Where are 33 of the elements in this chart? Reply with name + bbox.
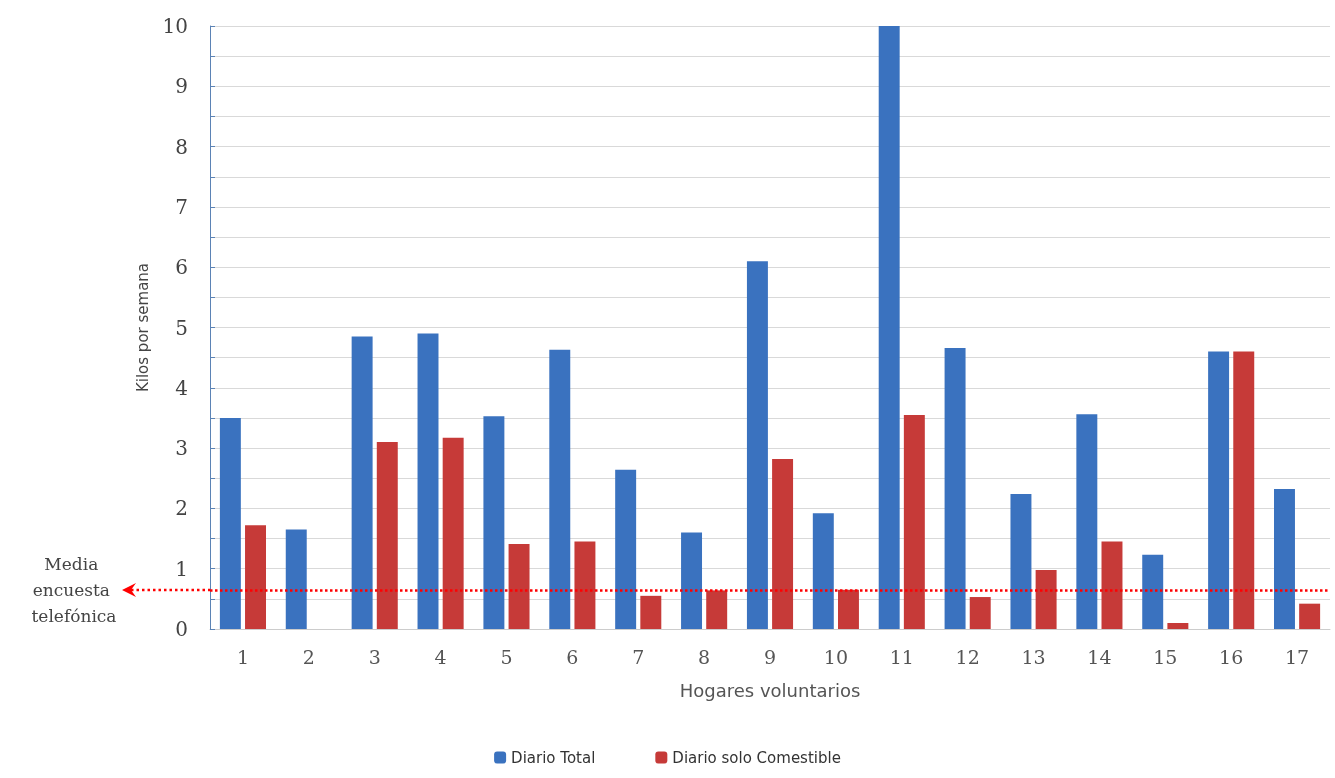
x-tick-label: 17 (1284, 645, 1310, 668)
y-tick-label: 6 (175, 255, 188, 280)
x-tick-label: 14 (1087, 645, 1112, 668)
x-tick-label: 15 (1153, 645, 1178, 668)
y-tick-label: 7 (175, 194, 188, 219)
y-tick-label: 1 (175, 556, 188, 581)
y-tick-label: 2 (175, 496, 188, 521)
x-tick-label: 6 (566, 645, 579, 668)
y-tick-label: 10 (162, 14, 188, 38)
y-axis-title: Kilos por semana (133, 262, 152, 393)
y-tick-label: 8 (175, 134, 188, 159)
y-tick-label: 4 (175, 375, 188, 400)
legend-label: Diario solo Comestible (672, 748, 841, 767)
y-tick-label: 5 (175, 315, 188, 340)
y-tick-label: 0 (175, 617, 188, 641)
x-tick-label: 16 (1219, 645, 1244, 668)
x-tick-label: 13 (1021, 645, 1046, 668)
x-tick-label: 9 (763, 645, 777, 668)
x-tick-label: 2 (302, 645, 315, 668)
x-tick-label: 12 (955, 645, 980, 668)
x-tick-label: 8 (698, 645, 711, 668)
x-tick-label: 5 (500, 645, 513, 668)
x-axis-title: Hogares voluntarios (679, 679, 861, 701)
x-tick-label: 11 (889, 645, 914, 668)
ref-line-label: Media encuesta telefónica (31, 554, 117, 627)
legend-label: Diario Total (511, 748, 596, 767)
y-tick-label: 3 (175, 436, 188, 461)
x-tick-label: 3 (368, 645, 381, 668)
x-tick-label: 4 (434, 645, 447, 668)
x-tick-label: 10 (823, 645, 848, 668)
x-tick-label: 1 (236, 645, 249, 668)
y-tick-label: 9 (175, 74, 188, 99)
x-tick-label: 7 (632, 645, 645, 668)
